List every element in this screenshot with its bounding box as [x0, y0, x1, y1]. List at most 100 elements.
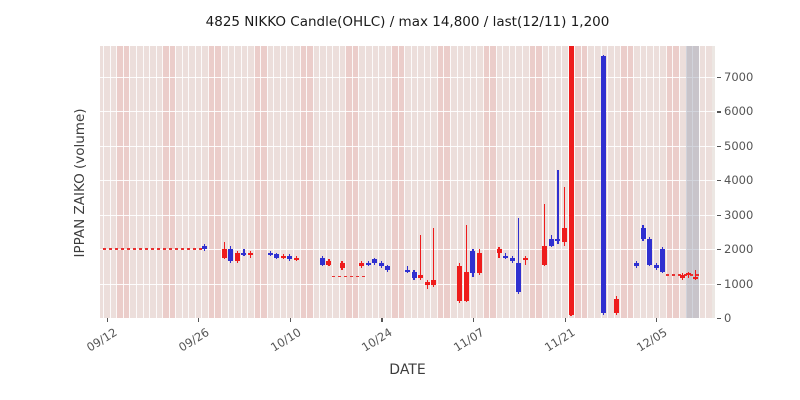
weekend-stripe — [489, 46, 496, 318]
day-stripe — [423, 46, 431, 318]
candle-wick — [544, 204, 546, 267]
day-stripe — [698, 46, 706, 318]
candle-wick — [557, 169, 559, 244]
grid-vline — [397, 46, 399, 318]
y-tick-label: 2000 — [724, 242, 754, 257]
day-stripe — [463, 46, 470, 318]
day-stripe — [149, 46, 156, 318]
grid-vline — [135, 46, 137, 318]
grid-hline — [100, 111, 715, 113]
grid-vline — [521, 46, 523, 318]
grid-vline — [692, 46, 694, 318]
day-stripe — [685, 46, 693, 318]
grid-vline — [286, 46, 288, 318]
weekend-stripe — [345, 46, 352, 318]
candle-body — [424, 281, 430, 286]
weekend-stripe — [260, 46, 267, 318]
highlight-band — [685, 46, 699, 318]
day-stripe — [450, 46, 457, 318]
candle-body — [679, 274, 685, 279]
x-tick-label: 10/10 — [267, 325, 304, 355]
grid-vline — [103, 46, 105, 318]
grid-vline — [116, 46, 118, 318]
grid-vline — [639, 46, 641, 318]
grid-vline — [155, 46, 157, 318]
grid-vline — [665, 46, 667, 318]
weekend-stripe — [580, 46, 588, 318]
candle-body — [601, 56, 607, 313]
weekend-stripe — [306, 46, 313, 318]
grid-vline — [620, 46, 622, 318]
y-tick-label: 6000 — [724, 104, 754, 119]
grid-vline — [240, 46, 242, 318]
grid-vline — [378, 46, 380, 318]
chart-title: 4825 NIKKO Candle(OHLC) / max 14,800 / l… — [205, 14, 610, 30]
grid-vline — [168, 46, 170, 318]
candle-body — [509, 257, 515, 262]
grid-vline — [548, 46, 550, 318]
weekend-stripe — [253, 46, 261, 318]
grid-vline — [175, 46, 177, 318]
grid-vline — [384, 46, 386, 318]
day-stripe — [593, 46, 601, 318]
day-stripe — [181, 46, 189, 318]
x-tick-mark — [472, 318, 475, 322]
day-stripe — [188, 46, 195, 318]
day-stripe — [410, 46, 418, 318]
grid-vline — [371, 46, 373, 318]
weekend-stripe — [535, 46, 542, 318]
weekend-stripe — [122, 46, 130, 318]
grid-vline — [679, 46, 681, 318]
day-stripe — [508, 46, 516, 318]
grid-vline — [306, 46, 308, 318]
day-stripe — [430, 46, 437, 318]
candle-body — [496, 249, 502, 253]
day-stripe — [325, 46, 333, 318]
day-stripe — [378, 46, 385, 318]
candle-body — [326, 261, 332, 265]
day-stripe — [135, 46, 143, 318]
day-stripe — [234, 46, 241, 318]
weekend-stripe — [162, 46, 169, 318]
candle-body — [542, 245, 548, 265]
x-tick-label: 11/21 — [542, 325, 578, 355]
day-stripe — [293, 46, 300, 318]
grid-vline — [463, 46, 465, 318]
grid-vline — [332, 46, 334, 318]
weekend-stripe — [672, 46, 679, 318]
grid-vline — [554, 46, 556, 318]
y-tick-mark — [717, 318, 721, 320]
grid-vline — [181, 46, 183, 318]
day-stripe — [364, 46, 372, 318]
weekend-stripe — [397, 46, 405, 318]
day-stripe — [495, 46, 503, 318]
candle-body — [660, 249, 666, 272]
y-tick-label: 0 — [724, 311, 732, 325]
day-stripe — [155, 46, 163, 318]
candle-wick — [563, 187, 566, 246]
candle-body — [234, 252, 240, 262]
candle-body — [516, 262, 522, 293]
grid-vline — [508, 46, 510, 318]
grid-vline — [646, 46, 648, 318]
candle-wick — [524, 256, 526, 265]
y-tick-label: 3000 — [724, 207, 754, 222]
x-tick-mark — [381, 318, 383, 322]
day-stripe — [541, 46, 549, 318]
grid-vline — [469, 46, 471, 318]
grid-vline — [430, 46, 432, 318]
x-tick-mark — [289, 318, 291, 322]
candle-wick — [518, 218, 520, 294]
day-stripe — [142, 46, 150, 318]
grid-vline — [580, 46, 582, 318]
day-stripe — [692, 46, 699, 318]
x-tick-mark — [106, 318, 108, 322]
x-tick-label: 10/24 — [359, 325, 395, 355]
day-stripe — [371, 46, 379, 318]
weekend-stripe — [528, 46, 536, 318]
grid-vline — [502, 46, 504, 318]
grid-vline — [391, 46, 393, 318]
grid-vline — [436, 46, 438, 318]
grid-vline — [266, 46, 268, 318]
y-tick-mark — [717, 283, 721, 285]
